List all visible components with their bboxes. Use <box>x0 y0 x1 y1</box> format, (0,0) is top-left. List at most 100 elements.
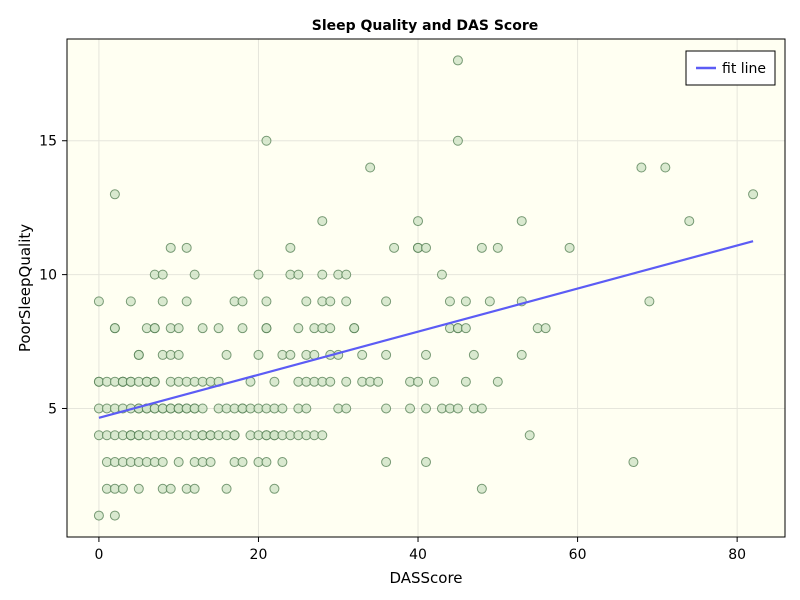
data-point <box>341 269 352 280</box>
data-point <box>285 349 296 360</box>
x-axis-label: DASScore <box>389 569 462 587</box>
data-point <box>269 376 280 387</box>
x-axis-ticks: 0 20 40 60 80 <box>94 537 746 563</box>
y-tick-label: 5 <box>48 401 57 417</box>
x-tick-label: 80 <box>728 547 746 563</box>
data-point <box>636 162 647 173</box>
data-point <box>476 483 487 494</box>
data-point <box>436 269 447 280</box>
data-point <box>317 216 328 227</box>
data-point <box>189 483 200 494</box>
data-point <box>181 242 192 253</box>
x-tick-label: 40 <box>409 547 427 563</box>
data-point <box>221 483 232 494</box>
data-point <box>365 162 376 173</box>
data-point <box>317 430 328 441</box>
data-point <box>133 483 144 494</box>
data-point <box>325 323 336 334</box>
data-point <box>109 189 120 200</box>
data-point <box>237 323 248 334</box>
data-points <box>93 55 759 521</box>
data-point <box>492 376 503 387</box>
data-point <box>452 135 463 146</box>
data-point <box>277 403 288 414</box>
data-point <box>452 403 463 414</box>
plot-area <box>66 38 786 538</box>
data-point <box>253 269 264 280</box>
data-point <box>381 403 392 414</box>
data-point <box>109 510 120 521</box>
data-point <box>293 323 304 334</box>
data-point <box>516 349 527 360</box>
data-point <box>261 323 272 334</box>
plot-frame <box>66 38 786 538</box>
data-point <box>381 296 392 307</box>
data-point <box>149 323 160 334</box>
data-point <box>405 403 416 414</box>
data-point <box>341 376 352 387</box>
chart-title: Sleep Quality and DAS Score <box>312 18 539 34</box>
data-point <box>564 242 575 253</box>
data-point <box>181 296 192 307</box>
fit-line-group <box>98 240 754 419</box>
data-point <box>277 457 288 468</box>
data-point <box>221 349 232 360</box>
data-point <box>189 269 200 280</box>
data-point <box>460 296 471 307</box>
data-point <box>213 323 224 334</box>
data-point <box>660 162 671 173</box>
data-point <box>524 430 535 441</box>
data-point <box>253 349 264 360</box>
y-axis-label: PoorSleepQuality <box>16 224 34 352</box>
data-point <box>261 296 272 307</box>
data-point <box>93 510 104 521</box>
data-point <box>325 376 336 387</box>
data-point <box>173 457 184 468</box>
data-point <box>317 269 328 280</box>
data-point <box>628 457 639 468</box>
data-point <box>476 403 487 414</box>
data-point <box>237 296 248 307</box>
data-point <box>484 296 495 307</box>
data-point <box>684 216 695 227</box>
data-point <box>117 483 128 494</box>
data-point <box>460 376 471 387</box>
data-point <box>748 189 759 200</box>
data-point <box>157 457 168 468</box>
data-point <box>421 457 431 468</box>
data-point <box>133 349 144 360</box>
data-point <box>492 242 503 253</box>
data-point <box>516 216 527 227</box>
data-point <box>428 376 439 387</box>
data-point <box>413 216 424 227</box>
data-point <box>269 483 280 494</box>
y-tick-label: 15 <box>39 134 57 150</box>
data-point <box>301 403 312 414</box>
data-point <box>357 349 368 360</box>
data-point <box>468 349 479 360</box>
data-point <box>261 135 272 146</box>
data-point <box>460 323 471 334</box>
data-point <box>373 376 384 387</box>
data-point <box>205 457 216 468</box>
data-point <box>109 323 120 334</box>
data-point <box>261 457 272 468</box>
data-point <box>157 296 168 307</box>
data-point <box>421 403 431 414</box>
x-tick-label: 20 <box>250 547 268 563</box>
data-point <box>229 430 240 441</box>
data-point <box>349 323 360 334</box>
data-point <box>165 483 176 494</box>
data-point <box>413 376 424 387</box>
data-point <box>165 242 176 253</box>
data-point <box>197 323 208 334</box>
fit-line <box>98 240 754 419</box>
y-axis-ticks: 5 10 15 <box>39 134 67 417</box>
data-point <box>173 323 184 334</box>
data-point <box>421 242 431 253</box>
data-point <box>125 296 136 307</box>
data-point <box>452 55 463 66</box>
x-tick-label: 60 <box>569 547 587 563</box>
data-point <box>237 457 248 468</box>
